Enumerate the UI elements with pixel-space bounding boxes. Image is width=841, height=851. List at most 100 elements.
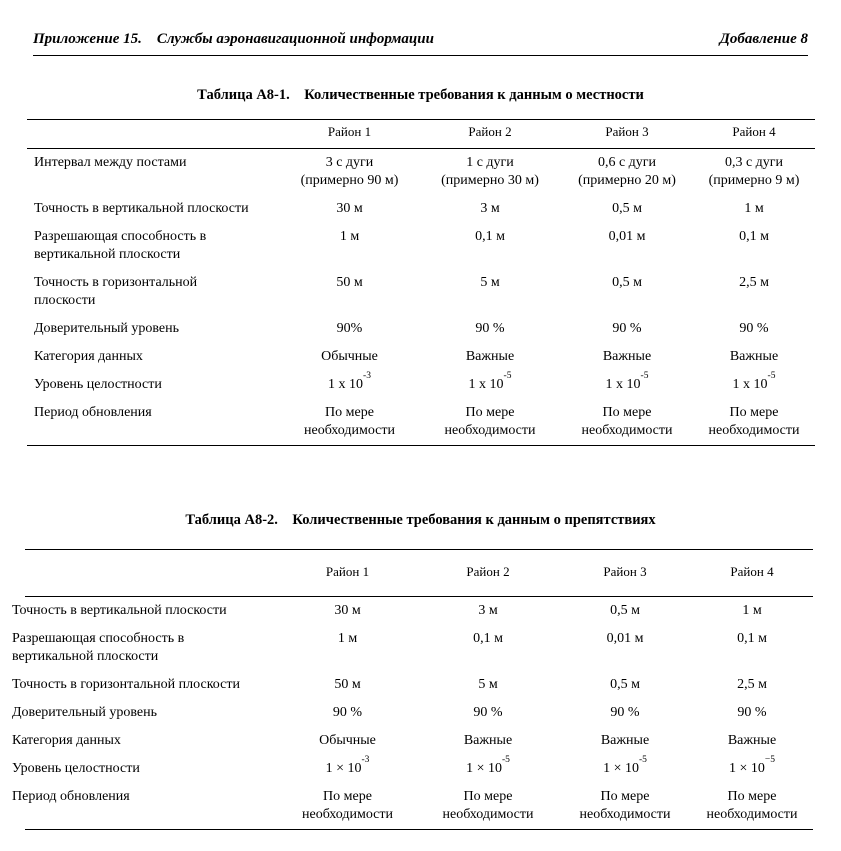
column-header: Район 2	[417, 549, 559, 597]
column-header: Район 4	[693, 119, 815, 149]
cell-value: Важные	[602, 349, 652, 364]
cell-value: 1 x 10-5	[732, 371, 776, 392]
cell-value: 0,5 м	[612, 201, 642, 216]
column-header: Район 3	[561, 119, 693, 149]
cell-value: 90 %	[475, 321, 505, 336]
cell-value: 90%	[336, 321, 363, 336]
cell-value: 0,01 м	[606, 631, 644, 646]
table-a8-2-body: Точность в вертикальной плоскости 30 м 3 м…	[12, 597, 813, 830]
cell-value: 0,5 м	[610, 677, 640, 692]
table-a8-2: Район 1 Район 2 Район 3 Район 4 Точность в …	[12, 549, 813, 830]
cell-value: 0,1 м	[739, 229, 769, 244]
table-row: Точность в вертикальной плоскости 30 м 3 м…	[12, 597, 813, 626]
cell-value: 5 м	[478, 677, 498, 692]
table-row: Точность в вертикальной плоскости 30 м 3 м…	[27, 195, 815, 223]
table-row: Период обновления По мере необходимости По …	[12, 783, 813, 830]
cell-value: 1 × 10−5	[728, 755, 776, 776]
cell-value: 3 с дуги (примерно 90 м)	[300, 155, 399, 188]
cell-value: 1 × 10-3	[325, 755, 370, 776]
table-header-row: Район 1 Район 2 Район 3 Район 4	[27, 119, 815, 149]
cell-value: 0,5 м	[610, 603, 640, 618]
cell-value: Важные	[465, 349, 515, 364]
table-row: Период обновления По мере необходимости По …	[27, 399, 815, 446]
cell-value: 1 x 10-3	[328, 371, 371, 392]
cell-value: 1 с дуги (примерно 30 м)	[441, 155, 539, 188]
cell-value: По мере необходимости	[301, 789, 393, 822]
cell-value: 0,5 м	[612, 275, 642, 290]
row-label: Период обновления	[34, 405, 152, 420]
column-header-empty	[27, 119, 280, 149]
cell-value: Важные	[463, 733, 513, 748]
column-header: Район 1	[280, 119, 419, 149]
cell-value: 1 x 10-5	[605, 371, 649, 392]
cell-value: 1 × 10-5	[603, 755, 647, 776]
cell-value: 30 м	[334, 603, 361, 618]
table-a8-1-title: Таблица А8-1. Количественные требования …	[197, 87, 644, 103]
page-header: Приложение 15. Службы аэронавигационной …	[33, 31, 808, 56]
cell-value: По мере необходимости	[581, 405, 673, 438]
cell-value: 1 м	[337, 631, 358, 646]
table-a8-2-head: Район 1 Район 2 Район 3 Район 4	[25, 549, 813, 597]
table-row: Точность в горизонтальной плоскости 50 м 5 …	[27, 269, 815, 315]
row-label: Точность в вертикальной плоскости	[12, 603, 227, 618]
table-row: Доверительный уровень 90 % 90 % 90 % 90 %	[12, 699, 813, 727]
table-a8-1: Район 1 Район 2 Район 3 Район 4 Интервал ме…	[27, 119, 815, 446]
cell-value: По мере необходимости	[442, 789, 534, 822]
table-row: Уровень целостности 1 × 10-3 1 × 10-5 1 × 1…	[12, 755, 813, 783]
cell-value: 90 %	[473, 705, 503, 720]
table-a8-1-body: Интервал между постами 3 с дуги (примерно …	[27, 149, 815, 446]
cell-value: 1 м	[744, 201, 764, 216]
table-header-row: Район 1 Район 2 Район 3 Район 4	[25, 549, 813, 597]
cell-value: 90 %	[739, 321, 769, 336]
cell-value: 0,1 м	[473, 631, 503, 646]
cell-value: 0,01 м	[608, 229, 646, 244]
table-a8-1-head: Район 1 Район 2 Район 3 Район 4	[27, 119, 815, 149]
row-label: Доверительный уровень	[12, 705, 157, 720]
cell-value: 0,6 с дуги (примерно 20 м)	[578, 155, 676, 188]
row-label: Точность в горизонтальной плоскости	[12, 677, 240, 692]
cell-value: Обычные	[319, 733, 376, 748]
row-label: Категория данных	[12, 733, 121, 748]
cell-value: 5 м	[480, 275, 500, 290]
cell-value: 3 м	[480, 201, 500, 216]
cell-value: 0,3 с дуги (примерно 9 м)	[708, 155, 800, 188]
cell-value: По мере необходимости	[706, 789, 798, 822]
row-label: Категория данных	[34, 349, 143, 364]
cell-value: 50 м	[336, 275, 363, 290]
running-header-page-label: Добавление 8	[719, 31, 808, 47]
column-header: Район 1	[278, 549, 417, 597]
cell-value: 1 м	[742, 603, 762, 618]
cell-value: 1 x 10-5	[468, 371, 512, 392]
table-row: Разрешающая способность в вертикальной пл…	[12, 625, 813, 671]
row-label: Разрешающая способность в вертикальной пл…	[34, 229, 207, 262]
cell-value: Важные	[729, 349, 779, 364]
cell-value: Важные	[600, 733, 650, 748]
row-label: Период обновления	[12, 789, 130, 804]
cell-value: 30 м	[336, 201, 363, 216]
table-row: Разрешающая способность в вертикальной пл…	[27, 223, 815, 269]
cell-value: По мере необходимости	[444, 405, 536, 438]
table-row: Точность в горизонтальной плоскости 50 м 5…	[12, 671, 813, 699]
row-label: Точность в вертикальной плоскости	[34, 201, 249, 216]
table-row: Категория данных Обычные Важные Важные Важны…	[12, 727, 813, 755]
cell-value: 1 м	[339, 229, 360, 244]
row-label: Разрешающая способность в вертикальной пл…	[12, 631, 185, 664]
table-row: Уровень целостности 1 x 10-3 1 x 10-5 1 x 1…	[27, 371, 815, 399]
row-label: Уровень целостности	[12, 761, 140, 776]
cell-value: По мере необходимости	[579, 789, 671, 822]
table-row: Доверительный уровень 90% 90 % 90 % 90 %	[27, 315, 815, 343]
cell-value: 2,5 м	[739, 275, 769, 290]
table-a8-2-title: Таблица А8-2. Количественные требования …	[185, 512, 656, 528]
cell-value: 1 × 10-5	[466, 755, 510, 776]
cell-value: 0,1 м	[737, 631, 767, 646]
cell-value: 2,5 м	[737, 677, 767, 692]
cell-value: По мере необходимости	[303, 405, 395, 438]
table-row: Интервал между постами 3 с дуги (примерно …	[27, 149, 815, 196]
row-label: Доверительный уровень	[34, 321, 179, 336]
cell-value: Важные	[727, 733, 777, 748]
cell-value: 3 м	[478, 603, 498, 618]
running-header-title: Приложение 15. Службы аэронавигационной …	[33, 31, 434, 47]
column-header-empty	[25, 549, 278, 597]
cell-value: 50 м	[334, 677, 361, 692]
table-row: Категория данных Обычные Важные Важные Важны…	[27, 343, 815, 371]
